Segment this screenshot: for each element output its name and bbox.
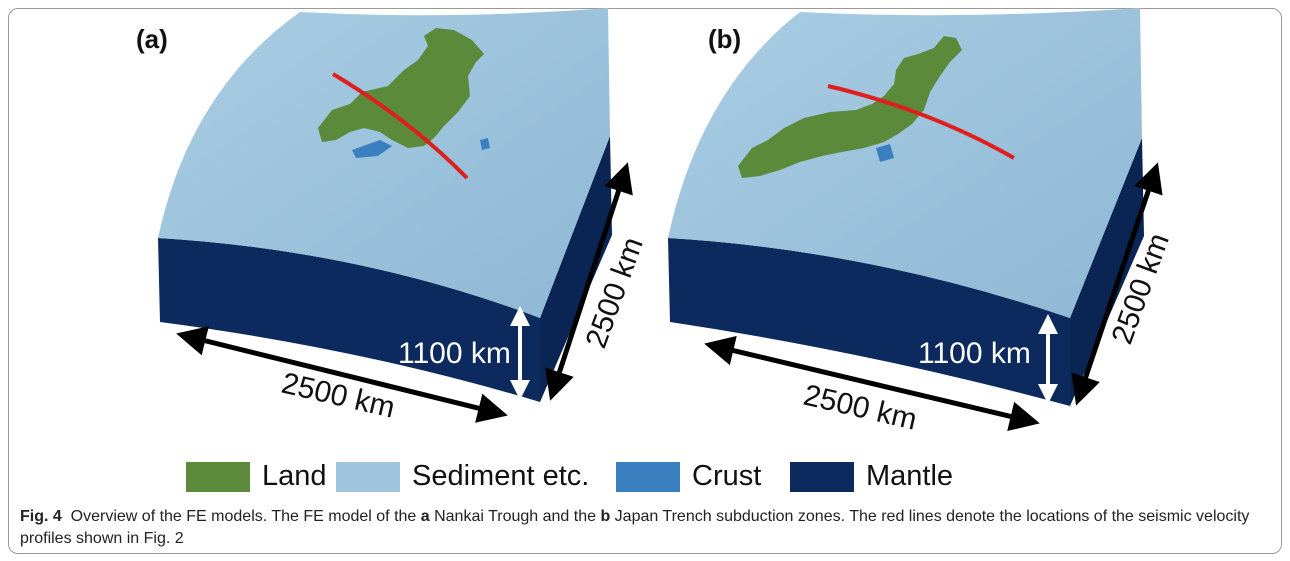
legend-item-sediment: Sediment etc.	[336, 460, 589, 493]
panel-b-model	[668, 8, 1144, 406]
legend-item-crust: Crust	[616, 460, 761, 493]
legend-item-land: Land	[186, 460, 327, 493]
legend-label-land: Land	[262, 460, 327, 492]
legend-swatch-crust	[616, 461, 680, 492]
legend-item-mantle: Mantle	[790, 460, 953, 493]
panel-a-label: (a)	[136, 24, 168, 54]
panel-a-land	[318, 28, 484, 148]
legend-swatch-land	[186, 461, 250, 492]
legend-label-mantle: Mantle	[866, 460, 954, 492]
caption-letter-b: b	[600, 508, 611, 525]
caption-text-2: Nankai Trough and the	[429, 508, 601, 525]
panel-b-land	[738, 36, 962, 178]
panel-a-crust	[352, 140, 392, 158]
panel-b-top-surface	[668, 8, 1142, 318]
panel-b-width-arrow	[704, 335, 1040, 432]
caption-text-3: Japan Trench subduction zones. The red l…	[20, 508, 1250, 547]
figure-caption: Fig. 4 Overview of the FE models. The FE…	[20, 506, 1270, 550]
panel-b-width-label: 2500 km	[800, 379, 920, 437]
legend-swatch-sediment	[336, 461, 400, 492]
caption-fig-label: Fig. 4	[20, 508, 62, 525]
caption-text-1: Overview of the FE models. The FE model …	[70, 508, 421, 525]
caption-letter-a: a	[420, 508, 430, 525]
legend-swatch-mantle	[790, 461, 854, 492]
legend-label-sediment: Sediment etc.	[412, 460, 590, 492]
panel-b-profile-line	[827, 84, 1015, 160]
panel-b-height-label: 1100 km	[918, 337, 1031, 370]
panel-a-depth-arrow	[545, 162, 633, 401]
panel-a-profile-line	[331, 72, 469, 180]
panel-a-width-arrow	[176, 326, 508, 423]
panel-a-crust-2	[480, 138, 490, 150]
panel-a-top-surface	[158, 8, 610, 318]
legend-label-crust: Crust	[692, 460, 762, 492]
panel-a-height-label: 1100 km	[398, 337, 511, 370]
panel-b-label: (b)	[708, 24, 742, 54]
panel-a-model	[158, 8, 612, 402]
panel-b-depth-arrow	[1071, 162, 1163, 406]
panel-b-crust	[876, 144, 894, 162]
legend: Land Sediment etc. Crust Mantle	[0, 460, 1290, 500]
